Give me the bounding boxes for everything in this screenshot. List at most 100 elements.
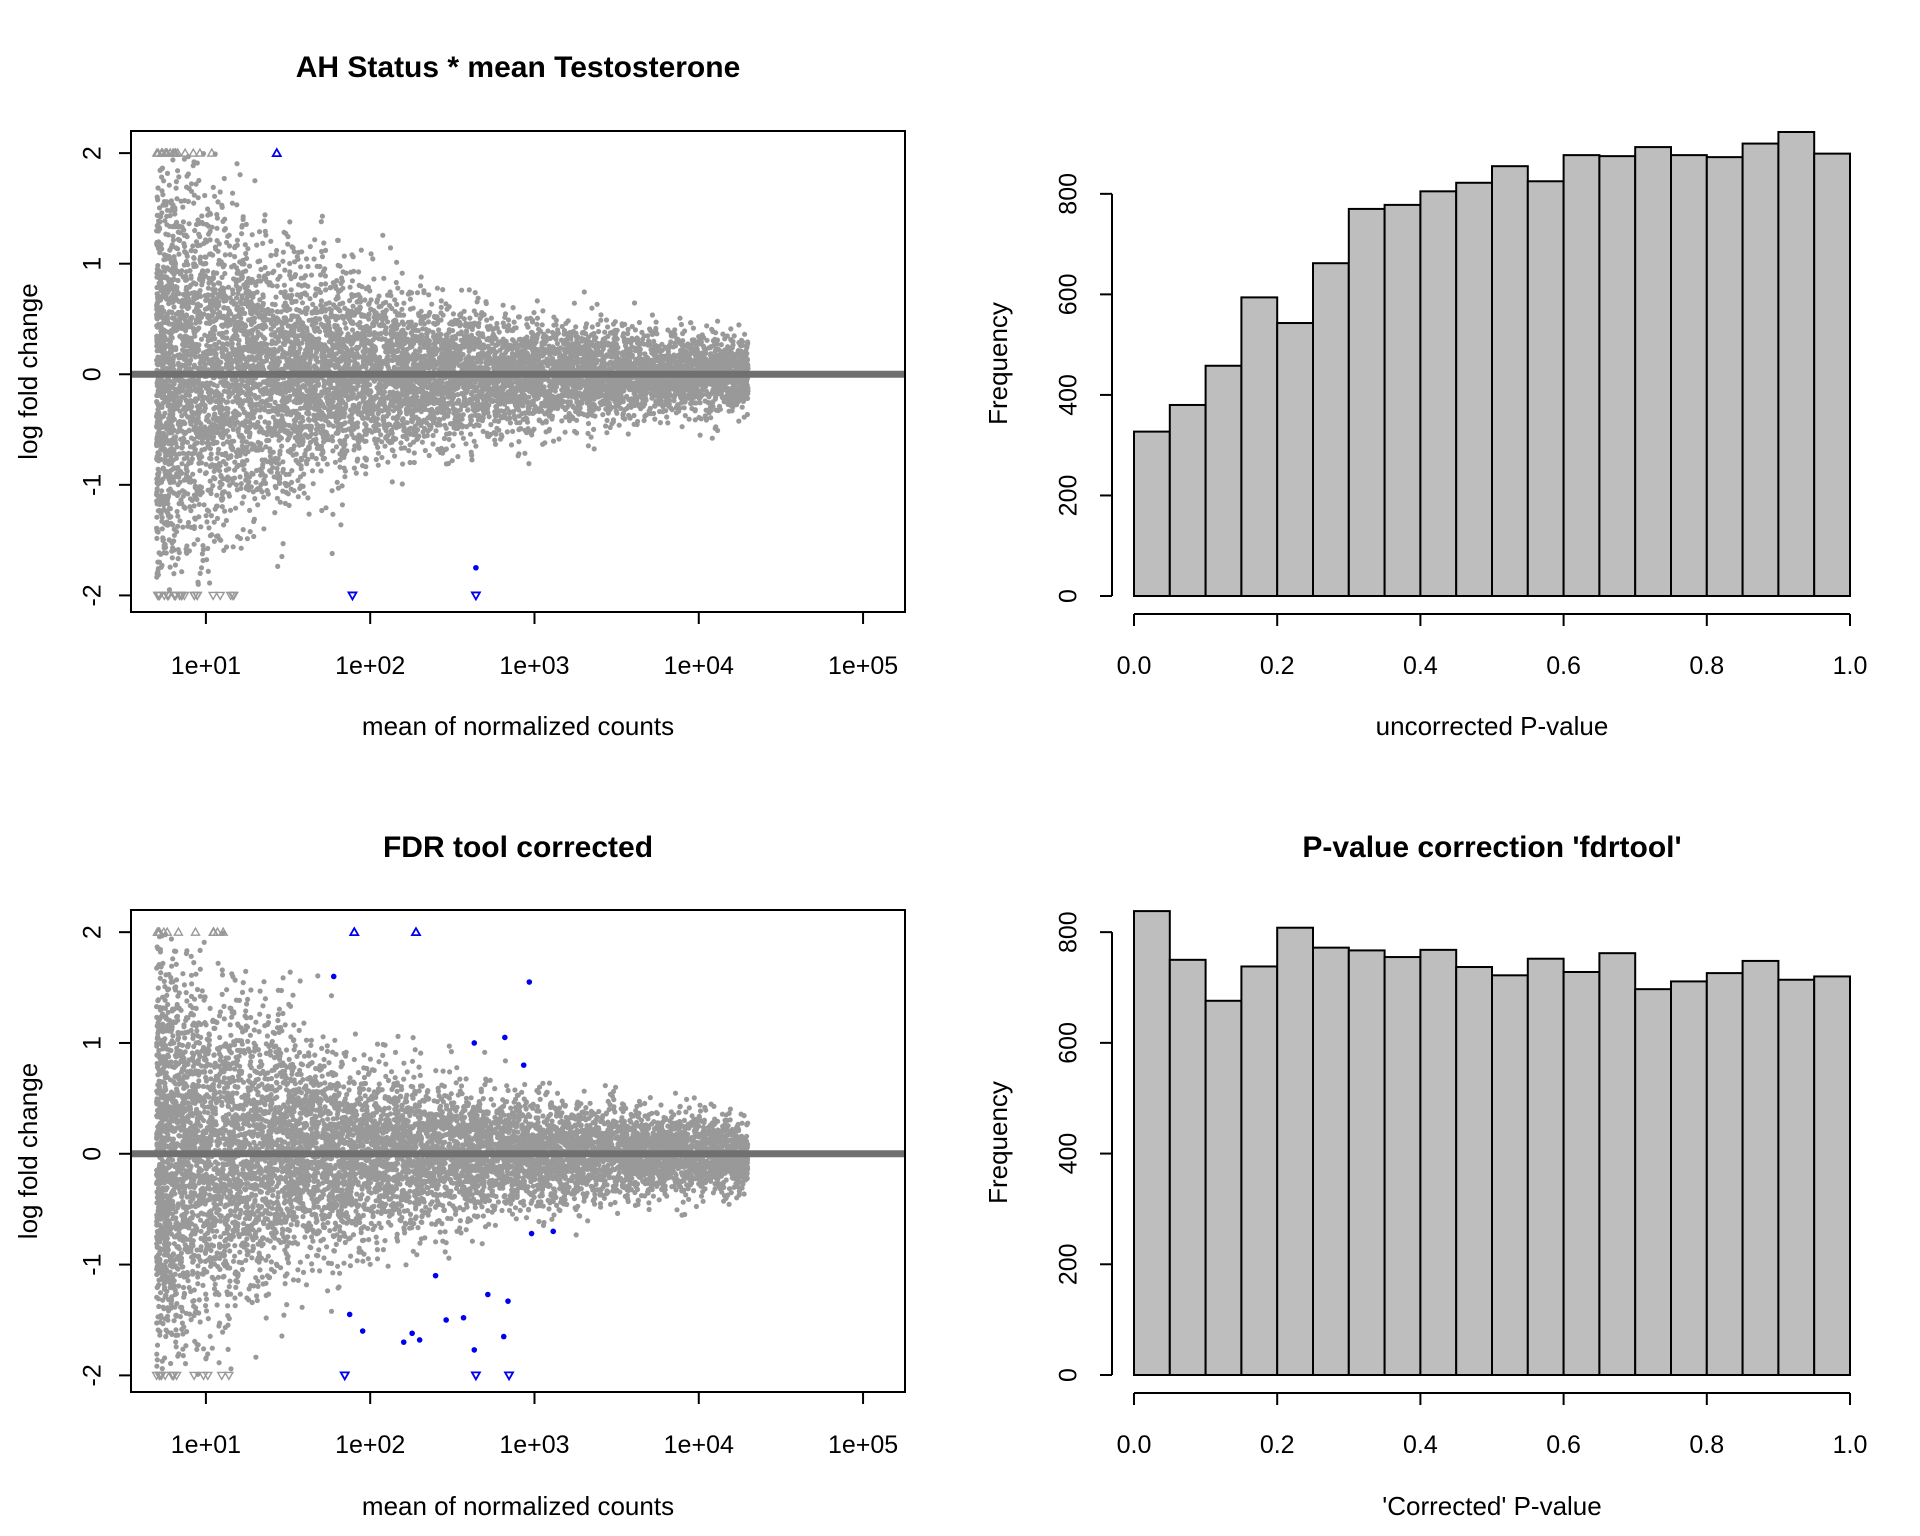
point <box>436 416 442 422</box>
point <box>170 157 176 163</box>
point <box>273 294 279 300</box>
point <box>196 501 202 507</box>
point <box>175 556 181 562</box>
point <box>323 287 329 293</box>
point <box>230 410 237 416</box>
point <box>239 500 245 506</box>
clipped-down-triangle <box>207 591 219 601</box>
point <box>257 414 263 420</box>
point <box>171 538 177 544</box>
point <box>223 467 229 473</box>
point <box>233 482 239 488</box>
point <box>301 490 307 496</box>
point <box>318 468 324 474</box>
point <box>216 241 222 247</box>
point <box>222 508 228 514</box>
point <box>367 388 373 394</box>
point <box>230 290 236 297</box>
point <box>223 544 230 550</box>
point <box>492 437 498 443</box>
point <box>337 308 343 314</box>
point <box>280 249 286 255</box>
point <box>534 298 540 304</box>
point <box>555 405 561 412</box>
point <box>198 336 205 342</box>
point <box>457 312 463 318</box>
point <box>253 479 259 485</box>
point <box>281 282 287 288</box>
point <box>353 470 359 476</box>
point <box>679 424 685 430</box>
point <box>598 317 604 323</box>
point <box>207 399 213 405</box>
point <box>467 431 474 437</box>
point <box>262 264 268 271</box>
point <box>440 287 446 293</box>
point <box>170 237 176 243</box>
point <box>235 290 241 296</box>
point <box>155 559 161 565</box>
point <box>591 446 597 452</box>
point <box>589 324 595 330</box>
point <box>204 507 210 513</box>
point <box>175 168 181 174</box>
point <box>230 544 236 550</box>
point <box>163 550 169 556</box>
point <box>254 242 260 248</box>
point <box>272 483 278 489</box>
point <box>371 276 377 282</box>
point <box>175 246 181 252</box>
point <box>281 229 287 235</box>
point <box>559 418 565 424</box>
point <box>183 269 189 275</box>
point <box>645 333 651 339</box>
point <box>214 415 220 421</box>
point <box>370 256 376 262</box>
point <box>167 564 173 570</box>
points-nonsignificant <box>151 147 751 601</box>
point <box>742 331 748 337</box>
point <box>242 242 248 248</box>
point <box>274 495 280 501</box>
point <box>243 221 249 227</box>
point <box>268 252 274 258</box>
point <box>359 284 365 290</box>
point <box>330 511 336 517</box>
point <box>373 456 379 463</box>
point <box>498 353 504 359</box>
point <box>337 438 343 444</box>
point <box>526 461 532 467</box>
point <box>223 335 229 341</box>
point <box>387 245 394 251</box>
point <box>261 526 267 532</box>
point <box>291 488 297 494</box>
point <box>154 535 160 542</box>
point <box>329 488 335 494</box>
point <box>596 328 602 335</box>
point <box>257 297 263 303</box>
point <box>513 325 519 331</box>
point <box>651 410 657 417</box>
point <box>708 415 714 421</box>
point <box>197 360 203 366</box>
point <box>392 453 398 459</box>
point <box>156 205 163 211</box>
point <box>665 420 671 426</box>
point <box>188 181 195 187</box>
point <box>400 461 406 467</box>
point <box>207 580 213 586</box>
point <box>714 341 720 347</box>
point <box>261 218 267 224</box>
point <box>680 330 686 337</box>
point <box>505 317 512 323</box>
point <box>473 312 479 318</box>
point <box>363 471 369 477</box>
point <box>488 315 494 321</box>
point <box>604 430 610 436</box>
point <box>736 322 742 328</box>
point <box>247 507 253 513</box>
point <box>531 426 537 432</box>
point <box>450 311 456 317</box>
point <box>271 474 277 480</box>
